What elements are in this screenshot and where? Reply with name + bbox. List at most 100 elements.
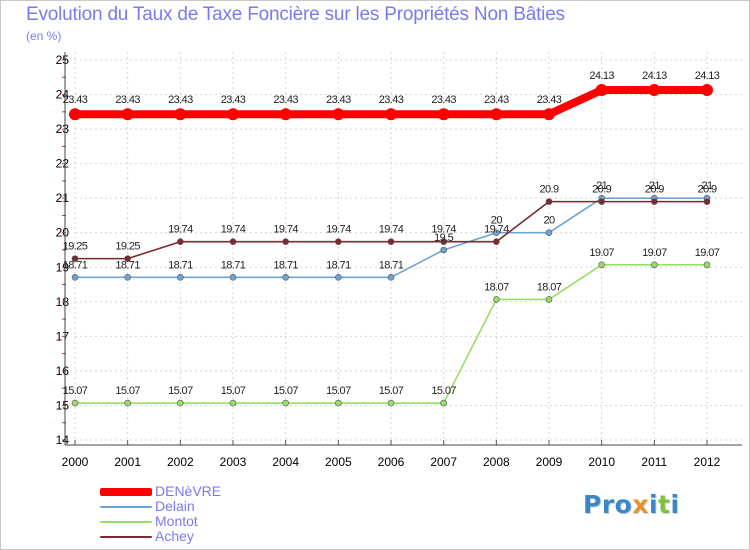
data-point [648,84,661,97]
data-point [493,229,500,237]
data-point [282,238,289,246]
x-tick-label: 2005 [325,455,352,469]
unit-label: (en %) [26,29,62,43]
legend-swatch [100,506,152,508]
data-point [71,399,79,407]
data-label: 18.71 [63,259,88,271]
data-label: 20 [543,215,555,227]
data-label: 19.07 [642,247,667,259]
x-tick-label: 2011 [641,455,667,469]
data-point [703,198,711,205]
data-label: 19.25 [63,241,88,253]
data-point [227,108,239,121]
data-label: 21 [649,180,661,192]
legend-label: DENèVRE [155,483,222,499]
data-point [335,238,342,246]
x-tick-label: 2000 [62,455,89,469]
data-point [703,261,711,269]
data-point [543,108,555,121]
series-lines [69,84,713,407]
data-label: 19.74 [273,224,298,236]
data-label: 19.74 [379,224,404,236]
data-point [440,399,447,407]
data-point [71,273,79,281]
data-point [545,229,553,237]
data-label: 15.07 [168,385,193,397]
data-point [595,84,608,97]
data-point [493,296,500,303]
data-label: 18.71 [379,259,404,271]
data-point [545,296,553,303]
legend-label: Delain [155,498,195,514]
data-label: 23.43 [273,94,298,106]
data-point [545,198,553,205]
legend-swatch [100,536,152,538]
data-label: 20.9 [645,184,664,196]
data-point [440,246,447,254]
data-point [177,238,184,246]
data-point [598,198,605,205]
data-label: 23.43 [326,94,351,106]
data-label: 15.07 [221,385,246,397]
data-label: 20.9 [539,184,558,196]
data-label: 19.07 [589,247,614,259]
data-point [279,108,292,121]
data-label: 20.9 [697,184,716,196]
data-point [229,399,237,407]
x-tick-label: 2009 [536,455,563,469]
legend-swatch [100,521,152,523]
data-label: 19.74 [431,224,456,236]
data-label: 18.07 [537,281,562,293]
data-label: 24.13 [642,70,667,82]
data-label: 15.07 [379,385,404,397]
chart-title: Evolution du Taux de Taxe Foncière sur l… [26,4,565,25]
data-label: 20.9 [592,184,611,196]
data-point [335,273,342,281]
x-tick-label: 2010 [588,455,615,469]
data-label: 23.43 [537,94,562,106]
data-label: 19.07 [695,247,720,259]
legend-label: Achey [155,528,194,544]
data-label: 23.43 [168,94,193,106]
data-label: 21 [701,180,713,192]
data-point [651,261,658,269]
data-point [387,238,395,246]
data-label: 20 [491,215,503,227]
data-label: 23.43 [484,94,509,106]
data-point [177,273,184,281]
data-label: 18.71 [326,259,351,271]
data-label: 18.07 [484,281,509,293]
data-point [598,261,605,269]
data-point [387,399,395,407]
data-point [651,198,658,205]
data-label: 23.43 [221,94,246,106]
data-label: 15.07 [115,385,140,397]
data-label: 18.71 [168,259,193,271]
x-tick-label: 2001 [114,455,141,469]
data-label: 15.07 [326,385,351,397]
data-point [124,255,131,262]
data-point [493,238,500,246]
x-tick-label: 2002 [167,455,194,469]
data-label: 19.74 [484,224,509,236]
x-tick-label: 2007 [430,455,457,469]
data-point [71,255,79,262]
data-label: 23.43 [431,94,456,106]
data-point [174,108,187,121]
data-point [282,273,289,281]
data-point [124,273,131,281]
data-point [440,238,447,246]
data-label: 18.71 [273,259,298,271]
data-point [387,273,395,281]
legend-swatch [100,488,152,496]
data-label: 18.71 [115,259,140,271]
legend-label: Montot [155,513,198,529]
data-point [229,238,237,246]
data-point [335,399,342,407]
data-point [282,399,289,407]
data-label: 15.07 [63,385,88,397]
data-point [121,108,134,121]
data-label: 21 [596,180,608,192]
data-point [229,273,237,281]
